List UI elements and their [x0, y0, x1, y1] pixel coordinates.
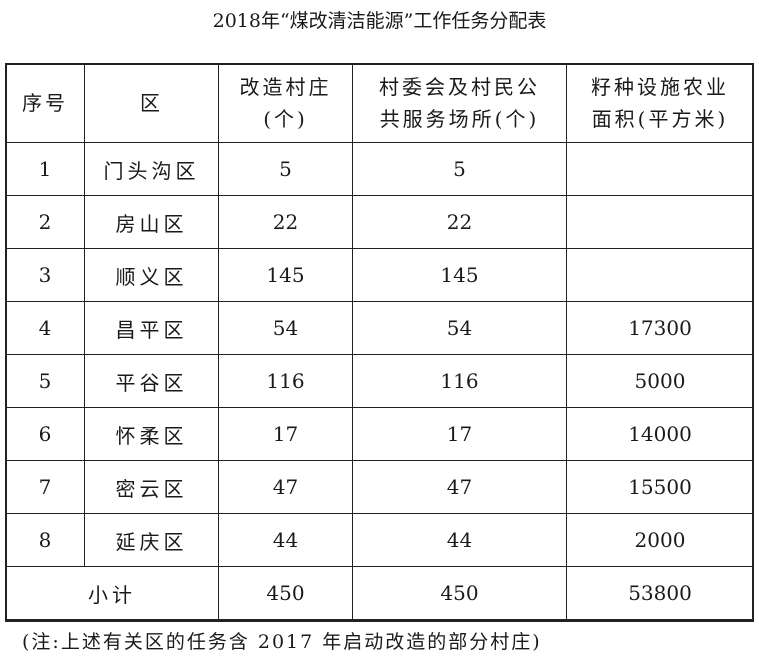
- cell-index: 2: [5, 195, 85, 249]
- cell-villages: 47: [218, 460, 353, 514]
- cell-index: 1: [5, 142, 85, 196]
- header-district: 区: [84, 63, 219, 143]
- subtotal-row: 小计 450 450 53800: [5, 566, 754, 620]
- cell-villages: 116: [218, 354, 353, 408]
- cell-index: 7: [5, 460, 85, 514]
- cell-area: 14000: [566, 407, 754, 461]
- header-villages: 改造村庄(个): [218, 63, 353, 143]
- cell-area: 2000: [566, 513, 754, 567]
- header-text: 籽种设施农业面积(平方米): [591, 75, 729, 131]
- table-row: 5 平谷区 116 116 5000: [5, 354, 754, 408]
- subtotal-public-places: 450: [352, 566, 567, 620]
- cell-district: 怀柔区: [84, 407, 219, 461]
- header-text: 序号: [22, 91, 68, 115]
- cell-villages: 22: [218, 195, 353, 249]
- cell-district: 平谷区: [84, 354, 219, 408]
- header-text: 改造村庄(个): [239, 75, 332, 131]
- cell-area: 5000: [566, 354, 754, 408]
- cell-area: 15500: [566, 460, 754, 514]
- cell-index: 4: [5, 301, 85, 355]
- header-public-places: 村委会及村民公共服务场所(个): [352, 63, 567, 143]
- cell-villages: 44: [218, 513, 353, 567]
- cell-district: 顺义区: [84, 248, 219, 302]
- cell-district: 房山区: [84, 195, 219, 249]
- cell-area: [566, 195, 754, 249]
- subtotal-area: 53800: [566, 566, 754, 620]
- cell-public-places: 17: [352, 407, 567, 461]
- cell-villages: 145: [218, 248, 353, 302]
- task-allocation-table: 序号 区 改造村庄(个) 村委会及村民公共服务场所(个) 籽种设施农业面积(平方…: [5, 63, 754, 620]
- table-header-row: 序号 区 改造村庄(个) 村委会及村民公共服务场所(个) 籽种设施农业面积(平方…: [5, 63, 754, 143]
- cell-area: [566, 248, 754, 302]
- cell-district: 门头沟区: [84, 142, 219, 196]
- table-row: 6 怀柔区 17 17 14000: [5, 407, 754, 461]
- table-row: 2 房山区 22 22: [5, 195, 754, 249]
- cell-index: 8: [5, 513, 85, 567]
- cell-public-places: 22: [352, 195, 567, 249]
- cell-district: 昌平区: [84, 301, 219, 355]
- cell-index: 5: [5, 354, 85, 408]
- cell-public-places: 116: [352, 354, 567, 408]
- cell-district: 密云区: [84, 460, 219, 514]
- cell-area: [566, 142, 754, 196]
- cell-public-places: 145: [352, 248, 567, 302]
- header-area: 籽种设施农业面积(平方米): [566, 63, 754, 143]
- header-index: 序号: [5, 63, 85, 143]
- cell-public-places: 44: [352, 513, 567, 567]
- table-row: 8 延庆区 44 44 2000: [5, 513, 754, 567]
- cell-area: 17300: [566, 301, 754, 355]
- table-row: 7 密云区 47 47 15500: [5, 460, 754, 514]
- cell-index: 3: [5, 248, 85, 302]
- subtotal-label: 小计: [5, 566, 219, 620]
- cell-villages: 17: [218, 407, 353, 461]
- footnote: (注:上述有关区的任务含 2017 年启动改造的部分村庄): [22, 631, 542, 653]
- cell-public-places: 54: [352, 301, 567, 355]
- table-row: 1 门头沟区 5 5: [5, 142, 754, 196]
- table-row: 3 顺义区 145 145: [5, 248, 754, 302]
- document-title: 2018年“煤改清洁能源”工作任务分配表: [212, 10, 547, 32]
- header-text: 区: [140, 91, 163, 115]
- subtotal-villages: 450: [218, 566, 353, 620]
- cell-public-places: 47: [352, 460, 567, 514]
- table-row: 4 昌平区 54 54 17300: [5, 301, 754, 355]
- cell-index: 6: [5, 407, 85, 461]
- cell-public-places: 5: [352, 142, 567, 196]
- cell-villages: 5: [218, 142, 353, 196]
- cell-district: 延庆区: [84, 513, 219, 567]
- header-text: 村委会及村民公共服务场所(个): [379, 75, 540, 131]
- cell-villages: 54: [218, 301, 353, 355]
